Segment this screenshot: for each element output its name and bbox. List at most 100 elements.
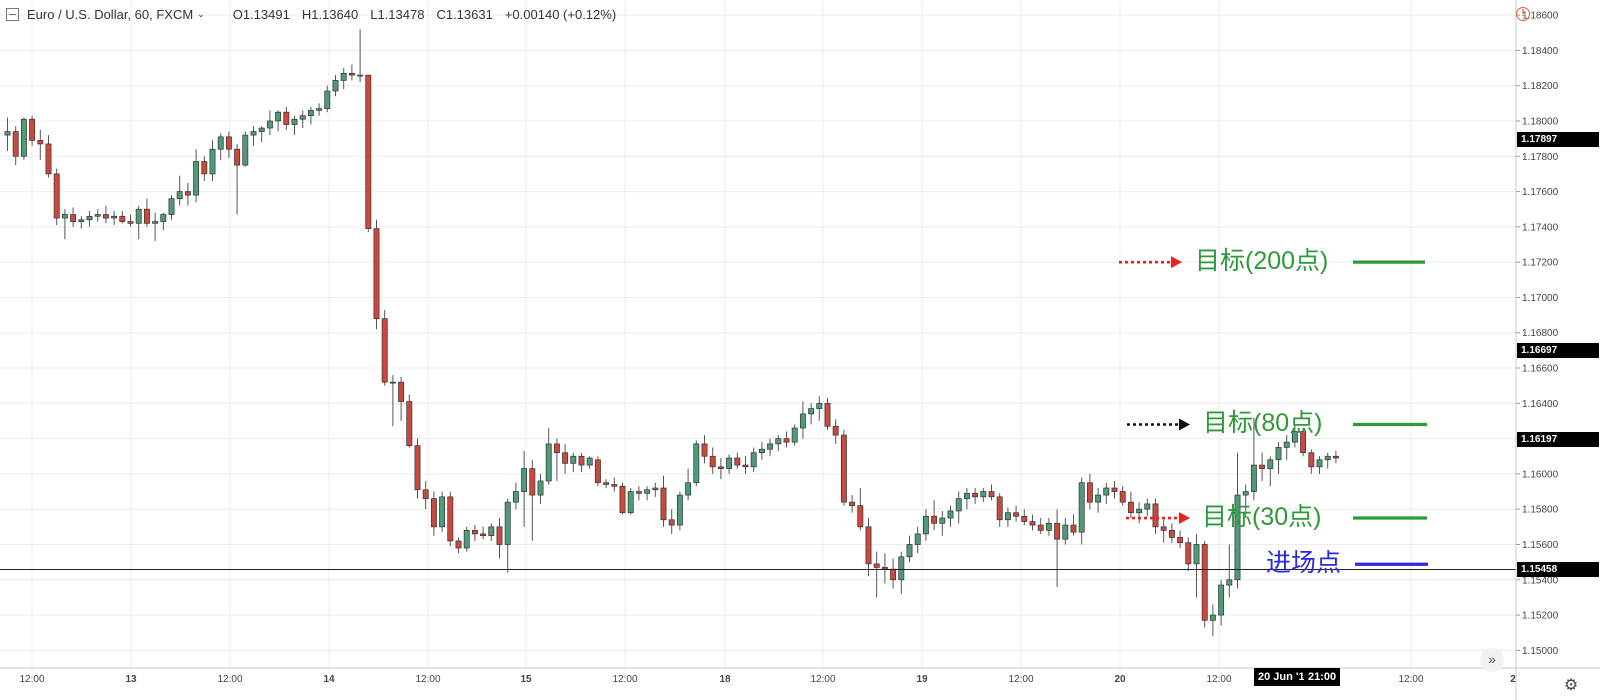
candle-body [127,221,134,224]
candle-body [1119,491,1126,503]
target-200-arrow-head [1171,256,1182,269]
time-axis-label: 15 [520,674,532,685]
candle-body [102,214,109,219]
gear-icon[interactable]: ⚙ [1563,677,1579,694]
candle-body [1275,447,1282,461]
candle-body [291,118,298,125]
candle-body [283,111,290,125]
candle-body [947,510,954,519]
candle-body [939,517,946,524]
candle-body [529,468,536,496]
price-axis-label: 1.17200 [1522,258,1559,269]
candle-body [1013,512,1020,517]
candle-body [816,402,823,409]
candle-body [316,108,323,111]
scroll-to-realtime-icon[interactable]: » [1480,648,1504,672]
candle-body [1291,431,1298,443]
candle-body [1242,491,1249,496]
candle-body [78,219,85,222]
candle-body [914,533,921,545]
candle-body [898,556,905,581]
candle-body [422,489,429,499]
candle-body [439,496,446,528]
time-axis-label: 18 [719,674,731,685]
price-tag: 1.17897 [1517,131,1599,147]
candle-body [1144,503,1151,510]
candle-body [1078,482,1085,533]
candle-body [775,438,782,445]
candle-body [603,482,610,485]
candle-body [512,491,519,503]
candle-body [1037,524,1044,531]
candle-body [611,484,618,487]
candle-body [906,544,913,558]
time-axis-label: 12:00 [415,674,440,685]
time-axis-label: 13 [125,674,137,685]
target-30-label: 目标(30点) [1202,503,1322,531]
candle-body [832,425,839,436]
candle-body [627,491,634,514]
candle-body [521,468,528,492]
candle-body [209,148,216,175]
candle-body [685,482,692,496]
price-axis-label: 1.17600 [1522,187,1559,198]
candle-body [996,496,1003,521]
candle-body [365,74,372,229]
candle-body [184,191,191,196]
candle-body [496,526,503,545]
candle-body [1259,464,1266,469]
candle-body [1177,537,1184,544]
candle-body [29,118,36,141]
time-axis-label: 12:00 [810,674,835,685]
warning-icon[interactable]: ! [1516,7,1530,21]
candle-body [4,131,11,136]
candle-body [1193,544,1200,565]
symbol-title[interactable]: Euro / U.S. Dollar, 60, FXCM [27,6,194,22]
target-200-label: 目标(200点) [1195,247,1329,276]
candle-body [381,318,388,383]
candle-body [332,80,339,92]
candle-body [1201,544,1208,621]
candle-body [988,491,995,498]
candle-body [791,427,798,443]
candle-body [955,498,962,512]
candle-body [562,452,569,464]
price-axis-label: 1.18600 [1522,11,1559,22]
candle-body [53,173,60,219]
candle-body [1062,524,1069,540]
candle-body [635,491,642,494]
candle-body [750,452,757,468]
candlestick-series [4,29,1339,637]
candle-body [1234,494,1241,581]
candle-body [471,530,478,535]
ohlc-low: L1.13478 [370,6,425,22]
candle-body [701,443,708,457]
candle-body [709,455,716,468]
time-axis-label: 12:00 [217,674,242,685]
candle-body [963,492,970,499]
candle-body [1209,614,1216,621]
time-axis-label: 19 [916,674,928,685]
candle-body [1095,494,1102,503]
candle-body [1136,508,1143,514]
price-axis-label: 1.18200 [1522,81,1559,92]
candle-body [586,457,593,466]
candle-body [201,161,208,175]
candle-body [570,455,577,464]
candle-body [488,526,495,537]
candle-body [619,485,626,514]
candle-body [143,208,150,224]
candle-body [537,480,544,496]
candle-body [480,533,487,537]
crosshair-date-tag: 20 Jun '18 [1254,668,1315,686]
chevron-down-icon[interactable]: ⌄ [197,8,205,19]
candle-body [668,519,675,526]
candle-body [1029,521,1036,526]
candle-body [1054,522,1061,540]
candle-body [972,492,979,498]
candle-body [152,221,159,224]
candle-body [373,228,380,319]
collapse-legend-icon[interactable] [6,7,19,21]
